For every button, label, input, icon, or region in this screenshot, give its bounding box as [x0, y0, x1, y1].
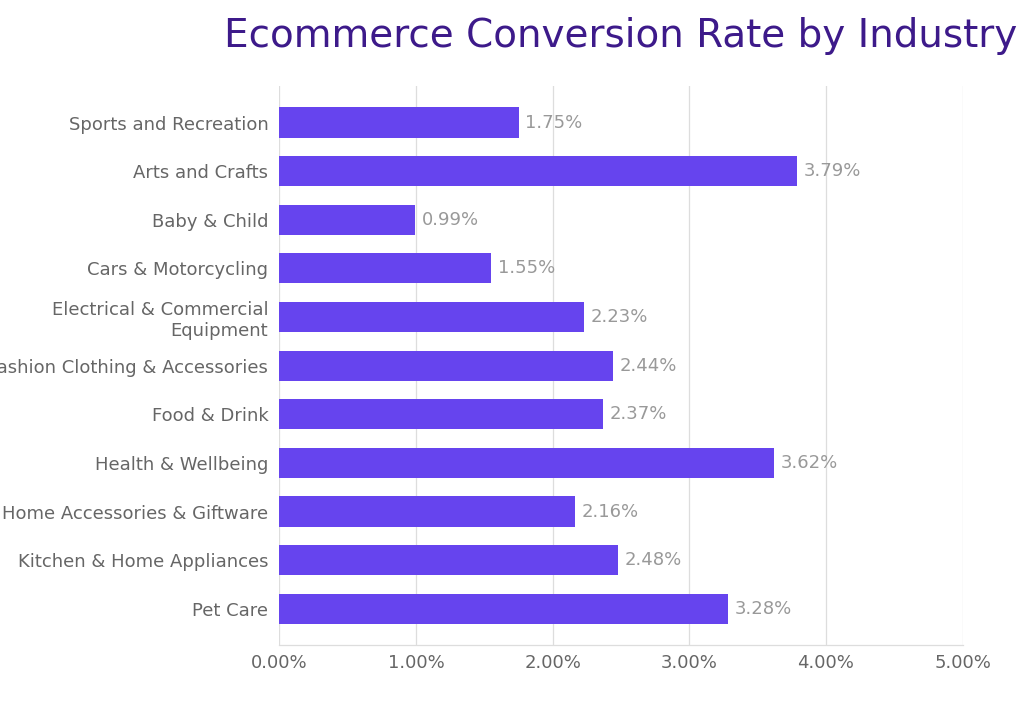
Title: Ecommerce Conversion Rate by Industry: Ecommerce Conversion Rate by Industry — [225, 17, 1017, 55]
Text: 1.55%: 1.55% — [498, 260, 556, 277]
Text: 2.16%: 2.16% — [582, 503, 639, 521]
Text: 2.23%: 2.23% — [591, 308, 648, 326]
Text: 3.79%: 3.79% — [804, 162, 861, 180]
Text: 1.75%: 1.75% — [526, 113, 583, 131]
Text: 2.37%: 2.37% — [610, 405, 668, 423]
Text: 2.48%: 2.48% — [625, 551, 682, 569]
Bar — [279, 156, 797, 186]
Text: 2.44%: 2.44% — [620, 356, 677, 375]
Bar — [279, 204, 415, 235]
Bar — [279, 399, 603, 429]
Bar — [279, 108, 519, 138]
Text: 3.62%: 3.62% — [780, 454, 838, 472]
Text: 0.99%: 0.99% — [421, 211, 478, 229]
Text: 3.28%: 3.28% — [735, 600, 792, 618]
Bar — [279, 545, 618, 575]
Bar — [279, 496, 574, 527]
Bar — [279, 253, 492, 283]
Bar — [279, 448, 774, 478]
Bar — [279, 594, 728, 624]
Bar — [279, 302, 584, 332]
Bar — [279, 351, 613, 381]
